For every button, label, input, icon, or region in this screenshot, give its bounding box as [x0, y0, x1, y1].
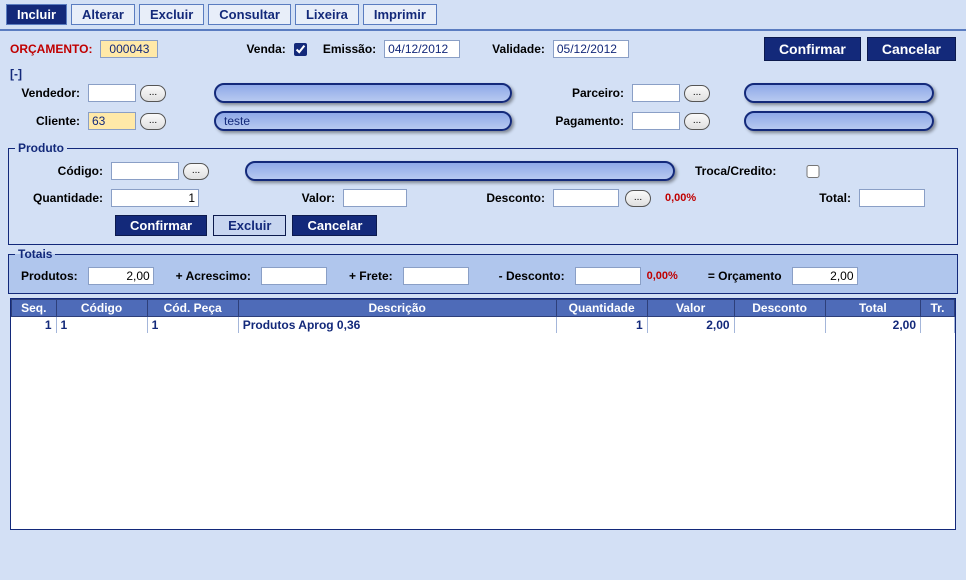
totais-frete-label: + Frete: [349, 269, 393, 283]
col-header: Total [825, 300, 920, 317]
totais-desconto-pct: 0,00% [647, 270, 678, 282]
totais-acrescimo-input[interactable] [261, 267, 327, 285]
col-header: Desconto [734, 300, 825, 317]
col-header: Código [56, 300, 147, 317]
total-input[interactable] [859, 189, 925, 207]
col-header: Tr. [921, 300, 955, 317]
tab-consultar[interactable]: Consultar [208, 4, 291, 25]
cell-codigo: 1 [56, 317, 147, 334]
totais-desconto-label: - Desconto: [499, 269, 565, 283]
cell-seq: 1 [12, 317, 57, 334]
total-label: Total: [801, 191, 855, 205]
tab-imprimir[interactable]: Imprimir [363, 4, 437, 25]
pagamento-input[interactable] [632, 112, 680, 130]
collapse-toggle[interactable]: [-] [0, 67, 966, 81]
parceiro-label: Parceiro: [546, 86, 628, 100]
tab-lixeira[interactable]: Lixeira [295, 4, 359, 25]
product-confirm-button[interactable]: Confirmar [115, 215, 207, 236]
cliente-lookup-button[interactable]: ... [140, 113, 166, 130]
tab-incluir[interactable]: Incluir [6, 4, 67, 25]
pagamento-display [744, 111, 934, 131]
vendedor-input[interactable] [88, 84, 136, 102]
desconto-pct: 0,00% [665, 192, 711, 204]
totais-orcamento-label: = Orçamento [708, 269, 782, 283]
venda-checkbox[interactable] [294, 43, 307, 56]
produto-group: Produto Código: ... Troca/Credito: Quant… [8, 141, 958, 245]
valor-input[interactable] [343, 189, 407, 207]
cell-desconto [734, 317, 825, 334]
desconto-lookup-button[interactable]: ... [625, 190, 651, 207]
quantidade-label: Quantidade: [15, 191, 107, 205]
pagamento-label: Pagamento: [546, 114, 628, 128]
vendedor-label: Vendedor: [8, 86, 84, 100]
cell-descricao: Produtos Aprog 0,36 [238, 317, 556, 334]
totais-acrescimo-label: + Acrescimo: [176, 269, 251, 283]
cliente-input[interactable] [88, 112, 136, 130]
items-table: Seq.CódigoCód. PeçaDescriçãoQuantidadeVa… [11, 299, 955, 333]
table-row[interactable]: 111Produtos Aprog 0,3612,002,00 [12, 317, 955, 334]
parceiro-input[interactable] [632, 84, 680, 102]
codigo-input[interactable] [111, 162, 179, 180]
col-header: Descrição [238, 300, 556, 317]
product-cancel-button[interactable]: Cancelar [292, 215, 377, 236]
valor-label: Valor: [285, 191, 339, 205]
col-header: Quantidade [556, 300, 647, 317]
emissao-label: Emissão: [323, 42, 376, 56]
produto-legend: Produto [15, 141, 67, 155]
validade-input[interactable] [553, 40, 629, 58]
codigo-lookup-button[interactable]: ... [183, 163, 209, 180]
codigo-display [245, 161, 675, 181]
venda-label: Venda: [246, 42, 285, 56]
totais-group: Totais Produtos: + Acrescimo: + Frete: -… [8, 247, 958, 294]
totais-frete-input[interactable] [403, 267, 469, 285]
cell-quantidade: 1 [556, 317, 647, 334]
validade-label: Validade: [492, 42, 545, 56]
troca-checkbox[interactable] [803, 165, 823, 178]
codigo-label: Código: [15, 164, 107, 178]
cell-tr [921, 317, 955, 334]
orcamento-input[interactable] [100, 40, 158, 58]
vendedor-display [214, 83, 512, 103]
product-delete-button[interactable]: Excluir [213, 215, 286, 236]
col-header: Seq. [12, 300, 57, 317]
col-header: Valor [647, 300, 734, 317]
cell-total: 2,00 [825, 317, 920, 334]
cell-valor: 2,00 [647, 317, 734, 334]
tab-alterar[interactable]: Alterar [71, 4, 135, 25]
parceiro-display [744, 83, 934, 103]
parceiro-lookup-button[interactable]: ... [684, 85, 710, 102]
cliente-label: Cliente: [8, 114, 84, 128]
cliente-display: teste [214, 111, 512, 131]
confirm-button[interactable]: Confirmar [764, 37, 861, 61]
items-table-container: Seq.CódigoCód. PeçaDescriçãoQuantidadeVa… [10, 298, 956, 530]
desconto-label: Desconto: [479, 191, 549, 205]
totais-legend: Totais [15, 247, 55, 261]
cancel-button[interactable]: Cancelar [867, 37, 956, 61]
vendedor-lookup-button[interactable]: ... [140, 85, 166, 102]
totais-orcamento-input[interactable] [792, 267, 858, 285]
header-row: ORÇAMENTO: Venda: Emissão: Validade: Con… [0, 31, 966, 67]
totais-produtos-label: Produtos: [21, 269, 78, 283]
totais-desconto-input[interactable] [575, 267, 641, 285]
totais-produtos-input[interactable] [88, 267, 154, 285]
cell-codpeca: 1 [147, 317, 238, 334]
main-toolbar: IncluirAlterarExcluirConsultarLixeiraImp… [0, 0, 966, 31]
col-header: Cód. Peça [147, 300, 238, 317]
emissao-input[interactable] [384, 40, 460, 58]
quantidade-input[interactable] [111, 189, 199, 207]
tab-excluir[interactable]: Excluir [139, 4, 204, 25]
desconto-input[interactable] [553, 189, 619, 207]
troca-label: Troca/Credito: [695, 164, 799, 178]
orcamento-label: ORÇAMENTO: [10, 42, 92, 56]
pagamento-lookup-button[interactable]: ... [684, 113, 710, 130]
